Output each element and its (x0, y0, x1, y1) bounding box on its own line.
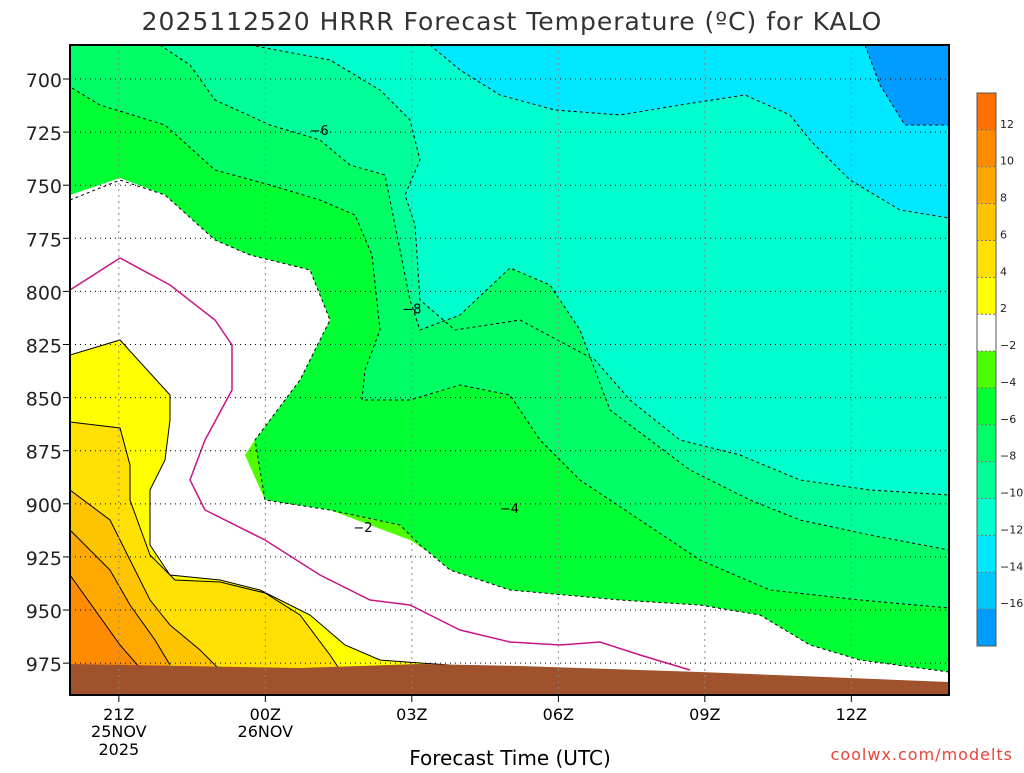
contour-labels: −6 −8 −2 −4 (309, 124, 519, 536)
contour-minus-16 (864, 45, 949, 126)
colorbar-swatch (977, 93, 996, 131)
x-tick-sublabel: 25NOV (91, 722, 147, 741)
colorbar-label: 10 (1000, 155, 1014, 168)
x-tick-label: 12Z (836, 705, 867, 724)
y-tick-label: 750 (26, 176, 62, 198)
y-tick-label: 700 (26, 70, 62, 92)
y-tick-label: 800 (26, 282, 62, 304)
y-tick-label: 825 (26, 336, 62, 358)
x-tick-label: 03Z (396, 705, 427, 724)
y-tick-label: 950 (26, 601, 62, 623)
colorbar-label: −14 (1000, 560, 1023, 573)
colorbar-swatch (977, 203, 996, 241)
colorbar-swatch (977, 129, 996, 168)
x-axis-label: Forecast Time (UTC) (409, 746, 611, 768)
colorbar-label: 6 (1000, 228, 1007, 241)
filled-contours (70, 45, 949, 695)
colorbar-label: −8 (1000, 450, 1016, 463)
grid (70, 45, 949, 695)
chart-title: 2025112520 HRRR Forecast Temperature (ºC… (142, 7, 883, 36)
contour-minus-6 (70, 179, 949, 673)
contour-4 (70, 421, 341, 671)
contour-6 (70, 489, 221, 671)
colorbar-swatch (977, 535, 996, 573)
x-tick-label: 09Z (689, 705, 720, 724)
x-tick-label: 00Z (250, 705, 281, 724)
contour-10 (70, 574, 141, 669)
contour-8 (70, 529, 171, 666)
colorbar-label: 12 (1000, 118, 1014, 131)
contour-minus-14 (429, 45, 949, 219)
contour-label: −4 (500, 502, 519, 517)
contour-label: −2 (353, 521, 372, 536)
colorbar-swatch (977, 277, 996, 315)
colorbar-frame (976, 92, 997, 647)
contour-label: −8 (402, 302, 421, 317)
x-tick-label: 21Z (103, 705, 134, 724)
colorbar-label: 4 (1000, 265, 1007, 278)
ground-surface (70, 664, 949, 695)
colorbar-label: 2 (1000, 302, 1007, 315)
contour-minus-12 (249, 45, 949, 496)
y-tick-label: 900 (26, 495, 62, 517)
watermark: coolwx.com/modelts (831, 745, 1013, 764)
colorbar-swatch (977, 424, 996, 463)
y-tick-label: 850 (26, 389, 62, 411)
negative-contours (70, 45, 949, 673)
colorbar-swatch (977, 166, 996, 205)
contour-minus-10 (159, 45, 949, 551)
colorbar-label: −2 (1000, 339, 1016, 352)
x-tick-sublabel: 2025 (98, 740, 139, 759)
fill-10-band (70, 575, 140, 694)
colorbar-label: −4 (1000, 376, 1016, 389)
positive-contours (70, 339, 451, 671)
fill-minus-2-to-2-band (70, 178, 949, 695)
y-tick-label: 925 (26, 548, 62, 570)
y-tick-label: 725 (26, 123, 62, 145)
contour-label: −6 (309, 124, 328, 139)
y-tick-label: 875 (26, 442, 62, 464)
colorbar-swatch (977, 240, 996, 278)
plot-frame (69, 44, 950, 696)
y-axis: 700 725 750 775 800 825 850 875 900 925 950 975 (26, 70, 70, 676)
contour-minus-8 (71, 87, 949, 609)
x-tick-label: 06Z (543, 705, 574, 724)
colorbar-swatch (977, 609, 996, 647)
colorbar-label: −6 (1000, 413, 1016, 426)
colorbar-label: −16 (1000, 597, 1023, 610)
x-tick-sublabel: 26NOV (238, 722, 294, 741)
colorbar-label: −12 (1000, 523, 1023, 536)
y-tick-label: 775 (26, 229, 62, 251)
colorbar-label: −10 (1000, 487, 1023, 500)
colorbar-legend: 12 10 8 6 4 2 −2 −4 −6 −8 −10 −12 −14 −16 (976, 92, 1023, 647)
y-tick-label: 975 (26, 654, 62, 676)
fill-minus-14-band (430, 45, 949, 218)
colorbar-swatch (977, 387, 996, 426)
colorbar-swatch (977, 314, 996, 352)
fill-minus-16-band (865, 45, 949, 125)
colorbar-swatch (977, 351, 996, 389)
contour-minus-2 (70, 257, 691, 671)
colorbar-swatch (977, 498, 996, 536)
colorbar-swatch (977, 461, 996, 500)
colorbar-label: 8 (1000, 192, 1007, 205)
colorbar-swatch (977, 572, 996, 610)
